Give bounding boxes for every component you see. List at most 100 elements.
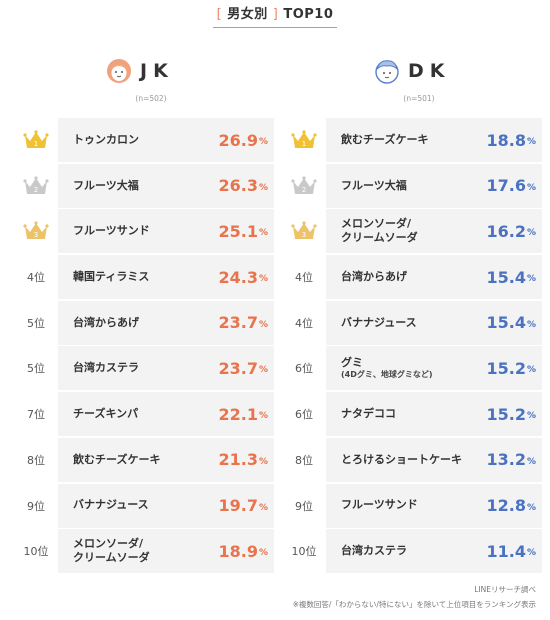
percentage-unit: %	[526, 548, 536, 559]
ranking-cell: 台湾からあげ 23.7%	[58, 300, 274, 345]
percentage-value: 26.9%	[218, 118, 268, 162]
percentage-number: 16.2	[486, 221, 526, 241]
ranking-cell: フルーツサンド 12.8%	[326, 483, 542, 528]
percentage-unit: %	[258, 274, 268, 285]
rank-label: 9位	[27, 499, 45, 513]
dk-group-header: DK	[284, 58, 542, 88]
item-name-line: 韓国ティラミス	[73, 269, 150, 283]
ranking-row: 9位 フルーツサンド 12.8%	[284, 483, 542, 528]
ranking-cell: バナナジュース 15.4%	[326, 300, 542, 345]
percentage-number: 13.2	[486, 450, 526, 470]
rank-label: 4位	[27, 271, 45, 285]
percentage-unit: %	[258, 411, 268, 422]
percentage-unit: %	[526, 274, 536, 285]
ranking-cell: 台湾からあげ 15.4%	[326, 255, 542, 300]
ranking-cell: フルーツ大福 26.3%	[58, 163, 274, 208]
item-name: フルーツサンド	[73, 209, 208, 253]
ranking-row: 10位 メロンソーダ/クリームソーダ 18.9%	[16, 529, 274, 574]
ranking-row: 5位 台湾カステラ 23.7%	[16, 346, 274, 391]
item-name-line: トゥンカロン	[73, 132, 139, 146]
item-name: 韓国ティラミス	[73, 255, 208, 299]
percentage-unit: %	[526, 456, 536, 467]
percentage-value: 11.4%	[486, 529, 536, 573]
rank-label: 1	[16, 118, 56, 162]
ranking-row: 1 飲むチーズケーキ 18.8%	[284, 118, 542, 162]
ranking-row: 2 フルーツ大福 26.3%	[16, 163, 274, 208]
item-name-line: 台湾からあげ	[341, 269, 407, 283]
ranking-row: 6位 ナタデココ 15.2%	[284, 392, 542, 437]
percentage-number: 19.7	[218, 496, 258, 515]
silver-crown-icon: 2	[291, 176, 317, 194]
title-bracket-close: ]	[272, 7, 279, 22]
ranking-cell: フルーツサンド 25.1%	[58, 209, 274, 254]
ranking-row: 3 メロンソーダ/クリームソーダ 16.2%	[284, 209, 542, 254]
ranking-cell: 韓国ティラミス 24.3%	[58, 255, 274, 300]
ranking-cell: フルーツ大福 17.6%	[326, 163, 542, 208]
item-name: メロンソーダ/クリームソーダ	[341, 209, 476, 253]
rank-label: 9位	[295, 499, 313, 513]
bronze-crown-icon: 3	[291, 221, 317, 240]
item-name-line: 台湾カステラ	[341, 544, 407, 558]
percentage-unit: %	[258, 365, 268, 376]
percentage-number: 11.4	[486, 541, 526, 561]
rank-label: 6位	[295, 362, 313, 376]
percentage-unit: %	[526, 228, 536, 239]
crown-rank-number: 1	[34, 140, 38, 148]
ranking-cell: バナナジュース 19.7%	[58, 483, 274, 528]
item-name-line: フルーツ大福	[73, 178, 139, 192]
item-name: 台湾からあげ	[341, 255, 476, 299]
item-name: グミ (4Dグミ、地球グミなど)	[341, 346, 476, 390]
item-name-line: メロンソーダ/	[73, 536, 144, 550]
rank-label: 8位	[27, 453, 45, 467]
percentage-value: 18.8%	[486, 118, 536, 162]
item-name-line: フルーツ大福	[341, 178, 407, 192]
item-name: フルーツ大福	[73, 164, 208, 208]
gold-crown-icon: 1	[291, 130, 317, 148]
chart-title: [ 男女別 ] TOP10	[212, 3, 338, 28]
item-name-line: とろけるショートケーキ	[341, 452, 462, 466]
percentage-unit: %	[258, 228, 268, 239]
item-name: フルーツサンド	[341, 484, 476, 528]
percentage-number: 15.2	[486, 404, 526, 424]
item-name: トゥンカロン	[73, 118, 208, 162]
percentage-unit: %	[526, 182, 536, 193]
percentage-value: 16.2%	[486, 209, 536, 253]
percentage-number: 18.8	[486, 130, 526, 150]
item-name: 台湾からあげ	[73, 301, 208, 345]
percentage-value: 23.7%	[218, 346, 268, 390]
item-name-line: 飲むチーズケーキ	[341, 132, 429, 146]
item-name: チーズキンパ	[73, 392, 208, 436]
ranking-cell: とろけるショートケーキ 13.2%	[326, 437, 542, 482]
percentage-value: 15.2%	[486, 392, 536, 436]
percentage-value: 17.6%	[486, 164, 536, 208]
percentage-value: 12.8%	[486, 484, 536, 528]
rank-label: 1	[284, 118, 324, 162]
percentage-value: 15.4%	[486, 255, 536, 299]
ranking-cell: メロンソーダ/クリームソーダ 16.2%	[326, 209, 542, 254]
item-name-line: チーズキンパ	[73, 406, 139, 420]
rank-label: 6位	[295, 408, 313, 422]
percentage-value: 25.1%	[218, 209, 268, 253]
ranking-row: 4位 バナナジュース 15.4%	[284, 300, 542, 345]
percentage-number: 23.7	[218, 358, 258, 378]
percentage-number: 17.6	[486, 176, 526, 196]
percentage-number: 26.9	[218, 130, 258, 150]
rank-label: 3	[284, 209, 324, 253]
ranking-row: 10位 台湾カステラ 11.4%	[284, 529, 542, 574]
ranking-cell: ナタデココ 15.2%	[326, 392, 542, 437]
silver-crown-icon: 2	[23, 176, 49, 194]
title-suffix: TOP10	[283, 7, 334, 22]
item-name-line: フルーツサンド	[73, 224, 150, 238]
item-name: 台湾カステラ	[341, 529, 476, 573]
percentage-value: 19.7%	[218, 484, 268, 528]
ranking-cell: 台湾カステラ 23.7%	[58, 346, 274, 391]
percentage-number: 18.9	[218, 541, 258, 561]
percentage-unit: %	[526, 411, 536, 422]
percentage-unit: %	[258, 137, 268, 147]
percentage-number: 15.4	[486, 267, 526, 287]
ranking-cell: グミ (4Dグミ、地球グミなど) 15.2%	[326, 346, 542, 391]
item-name: バナナジュース	[73, 484, 208, 528]
percentage-unit: %	[258, 182, 268, 193]
title-bracket-open: [	[216, 7, 223, 22]
item-name-line: メロンソーダ/	[341, 217, 412, 231]
